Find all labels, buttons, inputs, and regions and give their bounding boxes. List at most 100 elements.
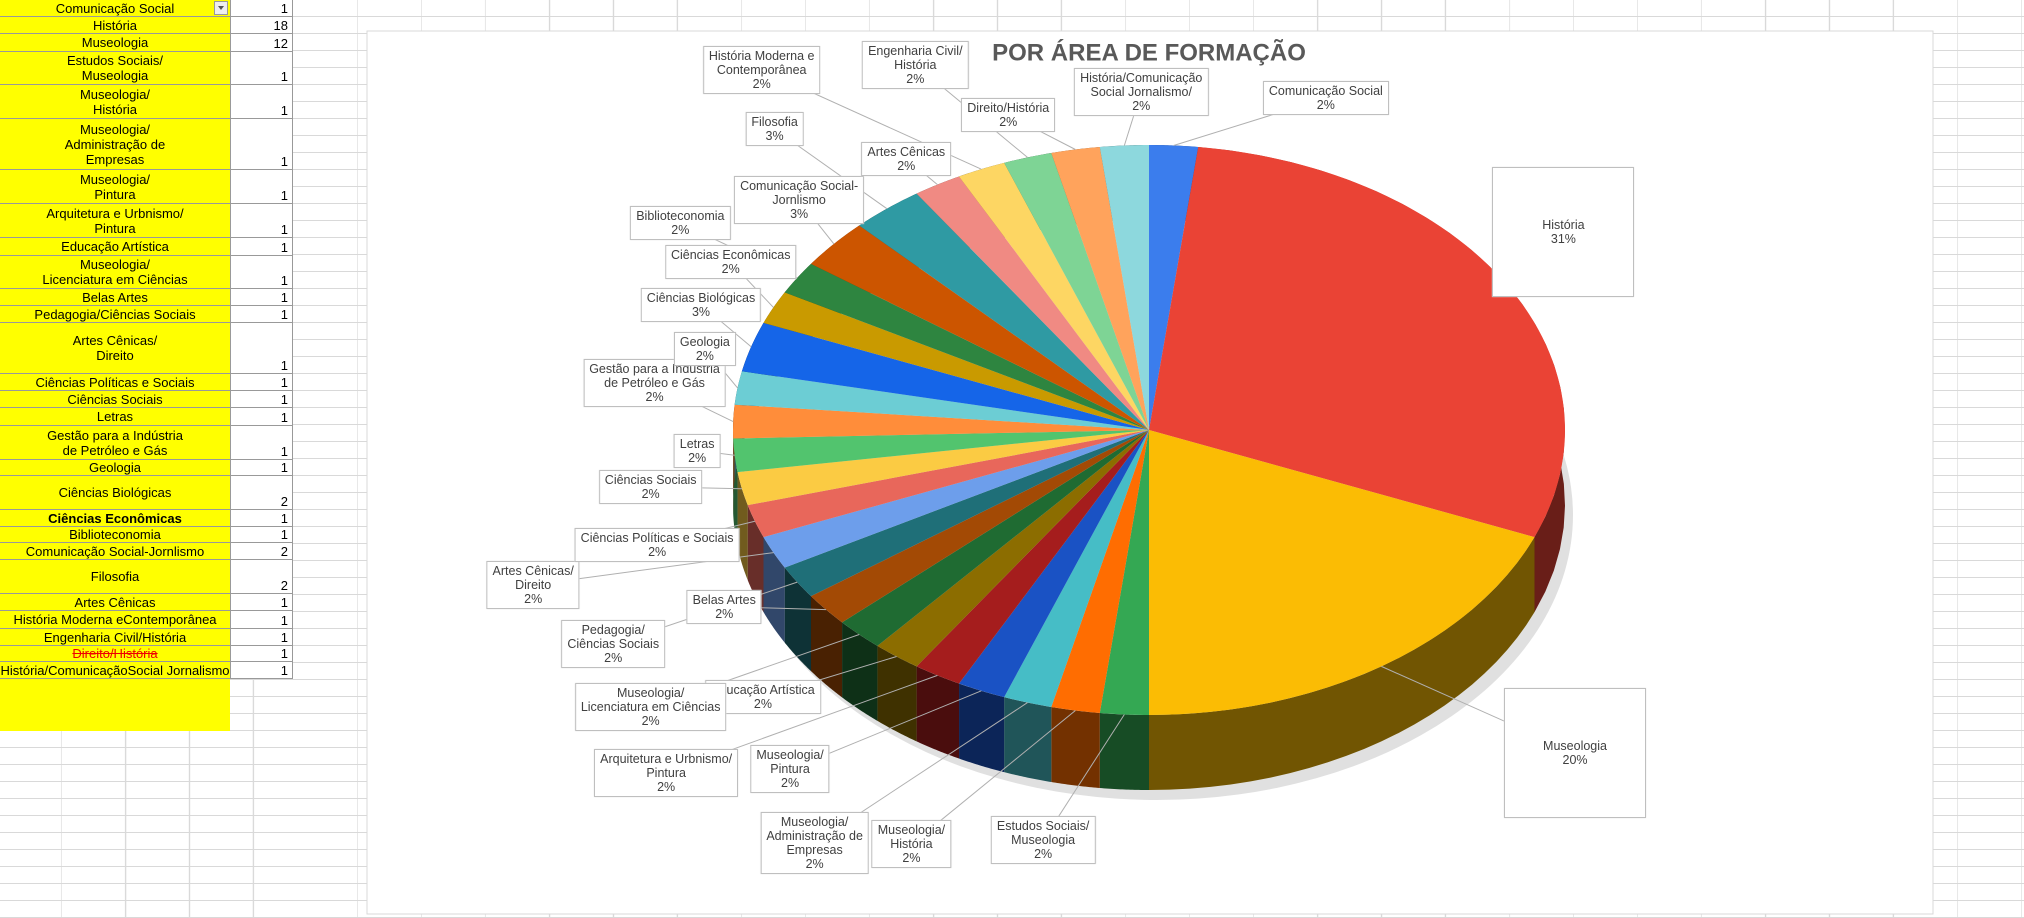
cell-name[interactable]: Ciências Políticas e Sociais xyxy=(0,374,231,391)
cell-name[interactable]: Ciências Biológicas xyxy=(0,476,231,510)
cell-name[interactable]: Ciências Sociais xyxy=(0,391,231,408)
cell-number[interactable]: 1 xyxy=(231,408,293,426)
cell-number[interactable]: 18 xyxy=(231,17,293,34)
sheet-row: Ciências Biológicas 2 xyxy=(0,476,294,510)
cell-number[interactable]: 1 xyxy=(231,611,293,629)
cell-text: Estudos Sociais/ Museologia xyxy=(66,53,164,83)
cell-name[interactable]: Artes Cênicas xyxy=(0,594,231,611)
cell-name[interactable]: Ciências Econômicas xyxy=(0,510,231,527)
cell-name[interactable]: Biblioteconomia xyxy=(0,527,231,543)
label-name: Comunicação Social xyxy=(1268,84,1383,99)
cell-number[interactable]: 1 xyxy=(231,323,293,374)
cell-name[interactable]: Pedagogia/Ciências Sociais xyxy=(0,306,231,323)
cell-name[interactable]: Comunicação Social-Jornlismo xyxy=(0,543,231,560)
cell-number[interactable]: 1 xyxy=(231,426,293,460)
label-name: Ciências Biológicas xyxy=(646,290,756,305)
cell-name[interactable]: Museologia xyxy=(0,34,231,52)
cell-name[interactable]: Estudos Sociais/ Museologia xyxy=(0,52,231,85)
cell-number[interactable]: 1 xyxy=(231,594,293,611)
cell-name[interactable]: História xyxy=(0,17,231,34)
cell-text: Ciências Econômicas xyxy=(48,510,182,526)
label-name: Belas Artes xyxy=(692,592,756,607)
cell-name[interactable]: Museologia/ Administração de Empresas xyxy=(0,119,231,170)
sheet-row: História/ComunicaçãoSocial Jornalismo 1 xyxy=(0,662,294,679)
cell-number[interactable]: 1 xyxy=(231,460,293,476)
sheet-row: Direito/História 1 xyxy=(0,646,294,662)
cell-name[interactable]: História/ComunicaçãoSocial Jornalismo xyxy=(0,662,231,679)
cell-number[interactable]: 1 xyxy=(231,256,293,289)
cell-number[interactable]: 1 xyxy=(231,289,293,306)
cell-name[interactable]: Comunicação Social xyxy=(0,0,231,17)
data-label: Museologia/ Licenciatura em Ciências 2% xyxy=(574,683,727,732)
cell-number[interactable]: 1 xyxy=(231,646,293,662)
cell-number[interactable]: 1 xyxy=(231,238,293,256)
cell-name[interactable]: Museologia/ Licenciatura em Ciências xyxy=(0,256,231,289)
cell-text: Comunicação Social xyxy=(55,0,175,16)
cell-number[interactable]: 1 xyxy=(231,527,293,543)
cell-number[interactable]: 1 xyxy=(231,204,293,238)
pie-slice xyxy=(734,371,1149,430)
cell-name[interactable]: Geologia xyxy=(0,460,231,476)
cell-name[interactable]: Artes Cênicas/ Direito xyxy=(0,323,231,374)
cell-name[interactable]: Letras xyxy=(0,408,231,426)
pie-slice-side xyxy=(1004,697,1052,783)
cell-number[interactable]: 1 xyxy=(231,52,293,85)
cell-name[interactable]: Belas Artes xyxy=(0,289,231,306)
label-value: 3% xyxy=(691,304,711,319)
label-name: Museologia xyxy=(1543,738,1607,753)
cell-number[interactable]: 2 xyxy=(231,476,293,510)
cell-text: Museologia xyxy=(81,35,149,50)
sheet-row: Comunicação Social 1 xyxy=(0,0,294,17)
cell-number[interactable]: 2 xyxy=(231,560,293,594)
cell-number[interactable]: 1 xyxy=(231,306,293,323)
label-name: Pedagogia/ Ciências Sociais xyxy=(567,623,660,652)
cell-text: Educação Artística xyxy=(61,239,169,254)
cell-number[interactable]: 1 xyxy=(231,662,293,679)
label-name: História Moderna e Contemporânea xyxy=(708,48,815,77)
cell-name[interactable]: Museologia/ Pintura xyxy=(0,170,231,204)
label-value: 2% xyxy=(752,76,771,91)
cell-name[interactable]: Gestão para a Indústria de Petróleo e Gá… xyxy=(0,426,231,460)
cell-number[interactable]: 1 xyxy=(231,0,293,17)
data-label: Letras 2% xyxy=(673,433,721,468)
cell-text: História xyxy=(92,17,138,33)
sheet-row: Pedagogia/Ciências Sociais 1 xyxy=(0,306,294,323)
data-label: Museologia/ Administração de Empresas 2% xyxy=(760,812,869,875)
label-name: História xyxy=(1542,218,1585,233)
cell-number[interactable]: 1 xyxy=(231,629,293,646)
cell-number[interactable]: 1 xyxy=(231,374,293,391)
filter-dropdown[interactable] xyxy=(214,1,228,15)
cell-number[interactable]: 1 xyxy=(231,85,293,119)
sheet-row: Museologia/ História 1 xyxy=(0,85,294,119)
cell-name[interactable]: História Moderna eContemporânea xyxy=(0,611,231,629)
label-value: 2% xyxy=(604,651,623,666)
pie-slice xyxy=(1004,152,1149,431)
data-label: Artes Cênicas/ Direito 2% xyxy=(486,560,580,609)
pie-slice-side xyxy=(811,596,843,698)
cell-number[interactable]: 12 xyxy=(231,34,293,52)
cell-number[interactable]: 2 xyxy=(231,543,293,560)
cell-name[interactable]: Arquitetura e Urbnismo/ Pintura xyxy=(0,204,231,238)
cell-text: Filosofia xyxy=(90,569,140,584)
cell-name[interactable]: Direito/História xyxy=(0,646,231,662)
cell-name[interactable]: Educação Artística xyxy=(0,238,231,256)
cell-name[interactable]: Filosofia xyxy=(0,560,231,594)
sheet-row: Educação Artística 1 xyxy=(0,238,294,256)
label-name: Biblioteconomia xyxy=(636,209,725,224)
cell-number[interactable]: 1 xyxy=(231,391,293,408)
label-value: 2% xyxy=(902,851,921,866)
cell-number[interactable]: 1 xyxy=(231,119,293,170)
cell-text: Gestão para a Indústria de Petróleo e Gá… xyxy=(47,427,183,458)
label-value: 2% xyxy=(657,780,676,795)
cell-name[interactable]: Engenharia Civil/História xyxy=(0,629,231,646)
cell-number[interactable]: 1 xyxy=(231,510,293,527)
pie-slice xyxy=(1149,147,1565,538)
cell-number[interactable]: 1 xyxy=(231,170,293,204)
pie-slice xyxy=(1051,147,1149,431)
label-name: Estudos Sociais/ Museologia xyxy=(996,819,1090,848)
sheet-row: História Moderna eContemporânea 1 xyxy=(0,611,294,629)
cell-name[interactable]: Museologia/ História xyxy=(0,85,231,119)
label-value: 2% xyxy=(781,776,800,791)
